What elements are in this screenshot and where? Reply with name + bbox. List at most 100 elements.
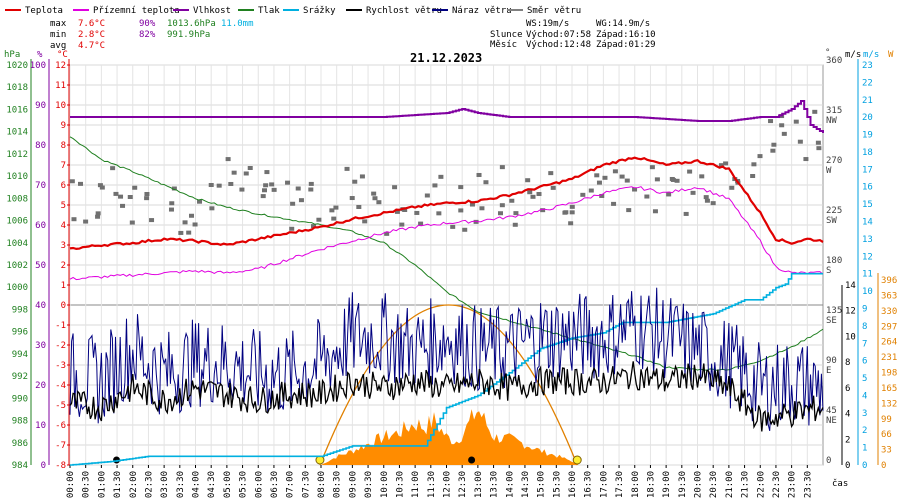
legend-label-vlhkost: Vlhkost bbox=[193, 6, 231, 16]
wind-direction-point bbox=[331, 216, 337, 221]
wind-direction-point bbox=[476, 172, 482, 177]
wind-direction-point bbox=[462, 227, 468, 232]
series-line-naraz-vetru bbox=[69, 287, 824, 432]
wind-direction-point bbox=[225, 157, 231, 162]
wind-direction-point bbox=[612, 169, 618, 174]
hpa-tick-label: 986 bbox=[12, 439, 28, 449]
wind-direction-point bbox=[797, 139, 803, 144]
wind-direction-point bbox=[399, 222, 405, 227]
sunset-marker bbox=[572, 455, 582, 465]
ms-tick-label: 16 bbox=[862, 183, 873, 193]
wind-direction-point bbox=[394, 209, 400, 214]
wind-direction-point bbox=[687, 169, 693, 174]
w-tick-label: 132 bbox=[881, 399, 897, 409]
wind-direction-point bbox=[483, 180, 489, 185]
hpa-tick-label: 1004 bbox=[6, 239, 28, 249]
wind-direction-point bbox=[816, 146, 822, 151]
ms-tick-label: 8 bbox=[862, 322, 867, 332]
wind-direction-point bbox=[723, 161, 729, 166]
wind-direction-point bbox=[550, 185, 556, 190]
hpa-tick-label: 1006 bbox=[6, 217, 28, 227]
wind-direction-point bbox=[509, 198, 515, 203]
wind-direction-point bbox=[260, 194, 266, 199]
hpa-tick-label: 1010 bbox=[6, 172, 28, 182]
wind-direction-point bbox=[402, 207, 408, 212]
ms-tick-label: 18 bbox=[862, 148, 873, 158]
x-tick-label: 13:00 bbox=[474, 471, 484, 498]
moonrise-marker bbox=[468, 456, 476, 464]
series-line-vlhkost bbox=[70, 100, 824, 133]
wind-direction-point bbox=[781, 131, 787, 136]
legend-label-teplota: Teplota bbox=[25, 6, 63, 16]
stats-min-temp: 2.8°C bbox=[78, 30, 105, 40]
x-tick-label: 18:00 bbox=[631, 471, 641, 498]
wind-direction-point bbox=[596, 180, 602, 185]
temp-tick-label: 6 bbox=[61, 181, 66, 191]
wind-direction-point bbox=[594, 173, 600, 178]
wind-direction-point bbox=[729, 185, 735, 190]
hpa-tick-label: 1008 bbox=[6, 194, 28, 204]
x-tick-label: 15:30 bbox=[552, 471, 562, 498]
temp-tick-label: 4 bbox=[61, 221, 66, 231]
x-tick-label: 16:30 bbox=[584, 471, 594, 498]
temp-tick-label: -7 bbox=[55, 441, 66, 451]
hpa-tick-label: 992 bbox=[12, 372, 28, 382]
wind-direction-point bbox=[99, 185, 105, 190]
dir-tick-letter: S bbox=[826, 266, 831, 276]
axis-unit-temp: °C bbox=[57, 50, 68, 60]
wind-direction-point bbox=[768, 119, 774, 124]
wind-direction-point bbox=[569, 210, 575, 215]
wind-direction-point bbox=[654, 177, 660, 182]
stats-min-press: 991.9hPa bbox=[167, 30, 210, 40]
wind-direction-point bbox=[69, 179, 75, 184]
stats-max-rain: 11.0mm bbox=[221, 19, 254, 29]
temp-tick-label: -2 bbox=[55, 341, 66, 351]
temp-tick-label: 11 bbox=[55, 81, 66, 91]
info-mesic-label: Měsíc bbox=[490, 40, 517, 50]
wind-direction-point bbox=[530, 194, 536, 199]
wind-direction-point bbox=[371, 191, 377, 196]
wind-direction-point bbox=[71, 217, 77, 222]
x-tick-label: 16:00 bbox=[568, 471, 578, 498]
legend-label-srazky: Srážky bbox=[303, 6, 336, 16]
x-tick-label: 20:30 bbox=[709, 471, 719, 498]
axis-unit-w: W bbox=[888, 50, 894, 60]
wind-direction-point bbox=[247, 166, 253, 171]
wind-direction-point bbox=[632, 187, 638, 192]
dir-tick-letter: SW bbox=[826, 216, 837, 226]
wind-direction-point bbox=[392, 185, 398, 190]
sunrise-marker bbox=[315, 455, 325, 465]
wind-direction-point bbox=[316, 217, 322, 222]
wind-direction-point bbox=[779, 123, 785, 128]
wind-direction-point bbox=[113, 191, 119, 196]
w-tick-label: 99 bbox=[881, 415, 892, 425]
dir-tick-label: 270 bbox=[826, 156, 842, 166]
wind-direction-point bbox=[815, 140, 821, 145]
wind-direction-point bbox=[359, 174, 365, 179]
temp-tick-label: 10 bbox=[55, 101, 66, 111]
stats-max-label: max bbox=[50, 19, 67, 29]
axis-unit-pct: % bbox=[37, 50, 43, 60]
ms-tick-label: 4 bbox=[862, 391, 867, 401]
pct-tick-label: 0 bbox=[41, 461, 46, 471]
temp-tick-label: -4 bbox=[55, 381, 66, 391]
wind-direction-point bbox=[513, 211, 519, 216]
x-tick-label: 01:00 bbox=[97, 471, 107, 498]
dir-tick-label: 180 bbox=[826, 256, 842, 266]
wind-direction-point bbox=[424, 193, 430, 198]
ms-tick-label: 15 bbox=[862, 200, 873, 210]
x-tick-label: 14:00 bbox=[505, 471, 515, 498]
wind-direction-point bbox=[352, 179, 358, 184]
ms-tick-label: 23 bbox=[862, 61, 873, 71]
wind-direction-point bbox=[118, 194, 124, 199]
wind-direction-point bbox=[644, 194, 650, 199]
wind-direction-point bbox=[290, 201, 296, 206]
x-tick-label: 04:30 bbox=[207, 471, 217, 498]
x-tick-label: 00:30 bbox=[82, 471, 92, 498]
wind-direction-point bbox=[329, 208, 335, 213]
x-tick-label: 12:30 bbox=[458, 471, 468, 498]
x-tick-label: 23:00 bbox=[788, 471, 798, 498]
wind-direction-point bbox=[95, 214, 101, 219]
w-tick-label: 231 bbox=[881, 353, 897, 363]
x-tick-label: 12:00 bbox=[443, 471, 453, 498]
